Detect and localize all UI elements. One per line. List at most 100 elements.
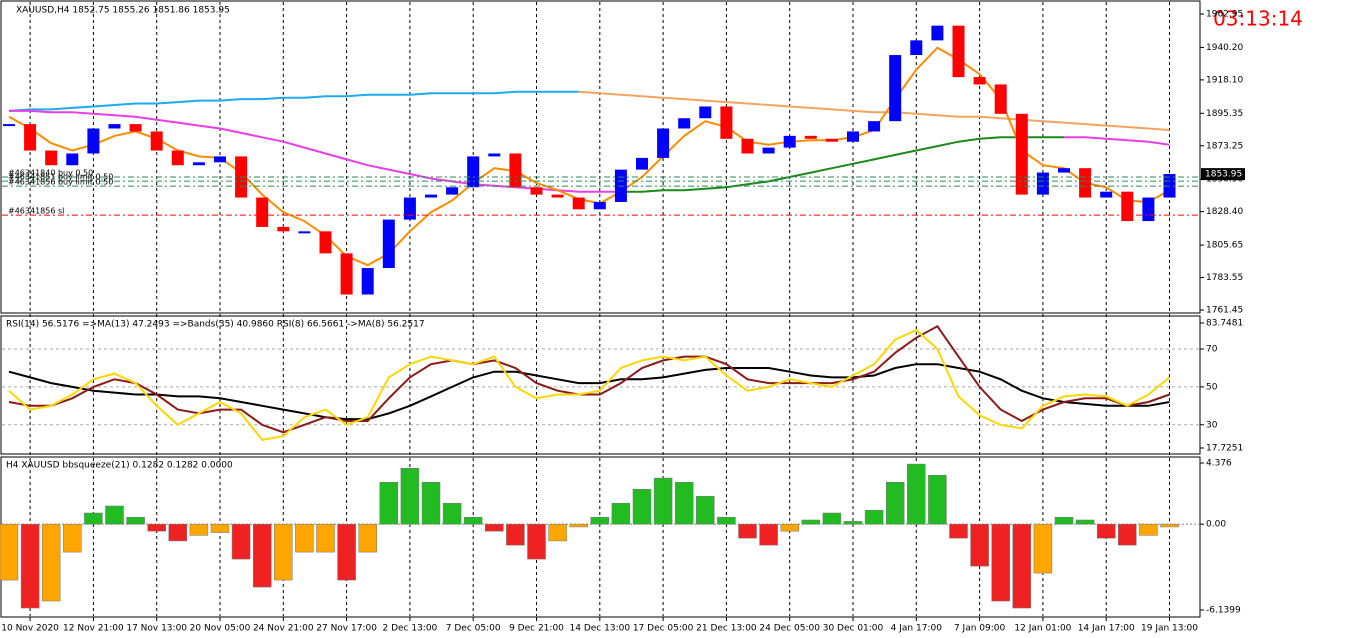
price-bar (889, 55, 902, 122)
price-bar (1100, 191, 1113, 198)
y-tick-label: 1761.45 (1206, 306, 1243, 316)
price-bar (3, 124, 15, 127)
x-tick-label: 10 Nov 2020 (1, 624, 59, 634)
squeeze-bar (442, 502, 462, 525)
price-box (1201, 168, 1245, 181)
price-bar (361, 268, 374, 295)
y-tick-label: 30 (1206, 420, 1218, 430)
price-bar (530, 187, 543, 195)
price-bar (825, 138, 838, 142)
squeeze-title: H4 XAUUSD bbsqueeze(21) 0.1282 0.1282 0.… (6, 461, 233, 471)
indicator-line (578, 90, 1170, 131)
price-bar (1079, 168, 1092, 198)
squeeze-bar (569, 523, 588, 528)
squeeze-bar (379, 481, 399, 525)
order-label: #46341856 buy limit 0.50 (8, 178, 113, 187)
main-title: XAUUSD,H4 1852.75 1855.26 1851.86 1853.9… (16, 6, 230, 16)
price-bar (1036, 172, 1049, 195)
rsi-panel (0, 315, 1201, 455)
indicator-line (8, 46, 1170, 267)
price-bar (1058, 168, 1070, 173)
squeeze-bar (506, 523, 525, 546)
price-bar (256, 197, 269, 227)
squeeze-bar (84, 512, 103, 525)
squeeze-bar (252, 523, 272, 588)
price-bar (636, 157, 648, 170)
x-tick-label: 24 Nov 21:00 (253, 624, 314, 634)
x-tick-label: 24 Dec 05:00 (759, 624, 820, 634)
squeeze-bar (801, 519, 821, 525)
squeeze-bar (717, 516, 736, 525)
squeeze-bar (780, 523, 799, 532)
squeeze-bar (1033, 523, 1053, 574)
squeeze-bar (295, 523, 314, 553)
squeeze-bar (463, 516, 483, 525)
squeeze-bar (864, 509, 884, 525)
squeeze-bar (0, 523, 19, 581)
y-tick-label: 1918.10 (1206, 75, 1243, 85)
x-tick-label: 27 Nov 17:00 (316, 624, 377, 634)
squeeze-bar (1118, 523, 1137, 546)
y-tick-label: 1828.40 (1206, 207, 1243, 217)
y-tick-label: 4.376 (1206, 459, 1232, 469)
price-bar (952, 25, 965, 78)
squeeze-bar (885, 481, 905, 525)
squeeze-bar (696, 495, 715, 525)
squeeze-bar (991, 523, 1010, 602)
price-bar (66, 153, 79, 166)
price-bar (340, 253, 353, 295)
price-bar (1142, 197, 1155, 222)
squeeze-bar (822, 512, 842, 525)
price-bar (783, 135, 796, 148)
squeeze-bar (907, 463, 926, 525)
price-bar (403, 197, 416, 220)
price-bar (214, 156, 226, 163)
price-bar (572, 197, 585, 210)
squeeze-bar (274, 523, 293, 581)
squeeze-bar (759, 523, 778, 546)
squeeze-bar (231, 523, 251, 560)
order-label: #46341851 buy limit 0.50 (8, 173, 113, 182)
squeeze-bar (1075, 519, 1095, 525)
price-bar (467, 156, 480, 188)
indicator-line (8, 328, 1171, 441)
indicator-line (8, 363, 1170, 421)
price-bar (678, 118, 691, 129)
y-tick-label: 1805.65 (1206, 241, 1243, 251)
price-bar (593, 201, 606, 210)
indicator-line (8, 90, 579, 112)
squeeze-bar (20, 523, 40, 609)
x-tick-label: 7 Dec 05:00 (446, 624, 501, 634)
price-bar (973, 77, 986, 85)
squeeze-bar (421, 481, 441, 525)
squeeze-bar (210, 523, 230, 533)
price-bar (931, 25, 944, 41)
clock: 03:13:14 (1213, 7, 1303, 31)
order-label: #46341840 buy 0.50 (8, 168, 93, 177)
price-bar (298, 231, 311, 234)
squeeze-bar (527, 523, 546, 560)
price-bar (150, 131, 163, 151)
indicator-line (8, 324, 1170, 434)
squeeze-bar (653, 477, 673, 525)
x-tick-label: 20 Nov 05:00 (190, 624, 251, 634)
price-bar (446, 187, 459, 195)
price-bar (45, 150, 58, 166)
x-tick-label: 4 Jan 17:00 (891, 624, 943, 634)
price-bar (488, 153, 501, 157)
squeeze-bar (738, 523, 757, 539)
price-bar (108, 124, 121, 129)
price-bar (24, 124, 37, 151)
price-bar (425, 194, 437, 198)
y-tick-label: 1962.95 (1206, 10, 1243, 20)
price-bar (720, 106, 733, 139)
x-tick-label: 17 Nov 13:00 (126, 624, 187, 634)
x-tick-label: 19 Jan 13:00 (1141, 624, 1198, 634)
squeeze-bar (949, 523, 968, 539)
price-bar (868, 121, 881, 132)
price-bar (87, 128, 100, 154)
x-tick-label: 12 Jan 01:00 (1014, 624, 1071, 634)
price-bar (551, 194, 564, 198)
squeeze-bar (41, 523, 61, 602)
x-tick-label: 7 Jan 09:00 (954, 624, 1006, 634)
